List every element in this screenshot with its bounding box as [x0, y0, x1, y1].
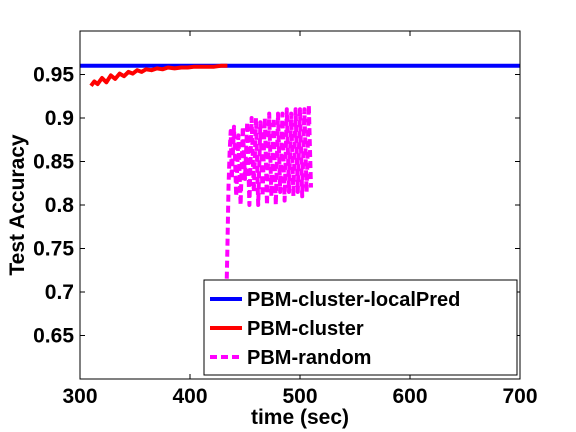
- series-line-pbm-random: [224, 102, 313, 301]
- x-tick-label: 700: [502, 385, 537, 408]
- legend-label: PBM-random: [247, 347, 371, 369]
- legend-box: [203, 279, 518, 376]
- y-tick-label: 0.95: [33, 64, 74, 87]
- legend-label: PBM-cluster-localPred: [247, 289, 460, 311]
- x-tick-label: 300: [62, 385, 97, 408]
- x-tick-label: 600: [392, 385, 427, 408]
- y-tick-label: 0.7: [45, 281, 74, 304]
- series-layer: [80, 63, 520, 301]
- y-axis: 0.65 0.7 0.75 0.8 0.85 0.9 0.95: [33, 64, 520, 348]
- y-tick-label: 0.65: [33, 325, 74, 348]
- y-tick-label: 0.75: [33, 238, 74, 261]
- y-tick-label: 0.8: [45, 194, 75, 217]
- y-tick-label: 0.85: [33, 151, 74, 174]
- x-axis: 300 400 500 600 700: [62, 31, 538, 408]
- x-tick-label: 400: [172, 385, 207, 408]
- y-tick-label: 0.9: [45, 107, 74, 130]
- legend-label: PBM-cluster: [247, 318, 364, 340]
- x-axis-label: time (sec): [251, 406, 349, 429]
- x-tick-label: 500: [282, 385, 317, 408]
- y-axis-label: Test Accuracy: [6, 134, 29, 276]
- legend: PBM-cluster-localPred PBM-cluster PBM-rand…: [203, 279, 518, 376]
